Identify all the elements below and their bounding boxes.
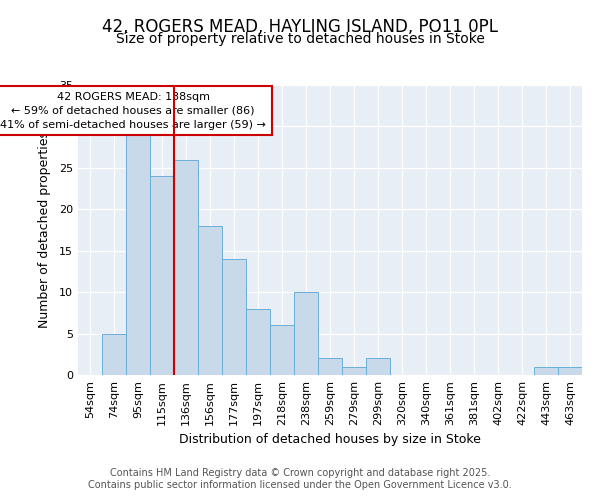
Bar (126, 134, 150, 375)
Bar (294, 292, 318, 375)
Bar (558, 366, 582, 375)
Text: Size of property relative to detached houses in Stoke: Size of property relative to detached ho… (116, 32, 484, 46)
Text: 42, ROGERS MEAD, HAYLING ISLAND, PO11 0PL: 42, ROGERS MEAD, HAYLING ISLAND, PO11 0P… (102, 18, 498, 36)
Bar (198, 226, 222, 375)
Bar (366, 358, 390, 375)
Bar (270, 326, 294, 375)
Text: Contains public sector information licensed under the Open Government Licence v3: Contains public sector information licen… (88, 480, 512, 490)
Bar (174, 160, 198, 375)
Bar (150, 176, 174, 375)
Bar (246, 308, 270, 375)
Bar (102, 334, 126, 375)
Text: 42 ROGERS MEAD: 138sqm
← 59% of detached houses are smaller (86)
41% of semi-det: 42 ROGERS MEAD: 138sqm ← 59% of detached… (0, 92, 266, 130)
Text: Contains HM Land Registry data © Crown copyright and database right 2025.: Contains HM Land Registry data © Crown c… (110, 468, 490, 477)
Bar (222, 259, 246, 375)
Bar (342, 366, 366, 375)
Bar (534, 366, 558, 375)
Bar (318, 358, 342, 375)
X-axis label: Distribution of detached houses by size in Stoke: Distribution of detached houses by size … (179, 434, 481, 446)
Y-axis label: Number of detached properties: Number of detached properties (38, 132, 50, 328)
